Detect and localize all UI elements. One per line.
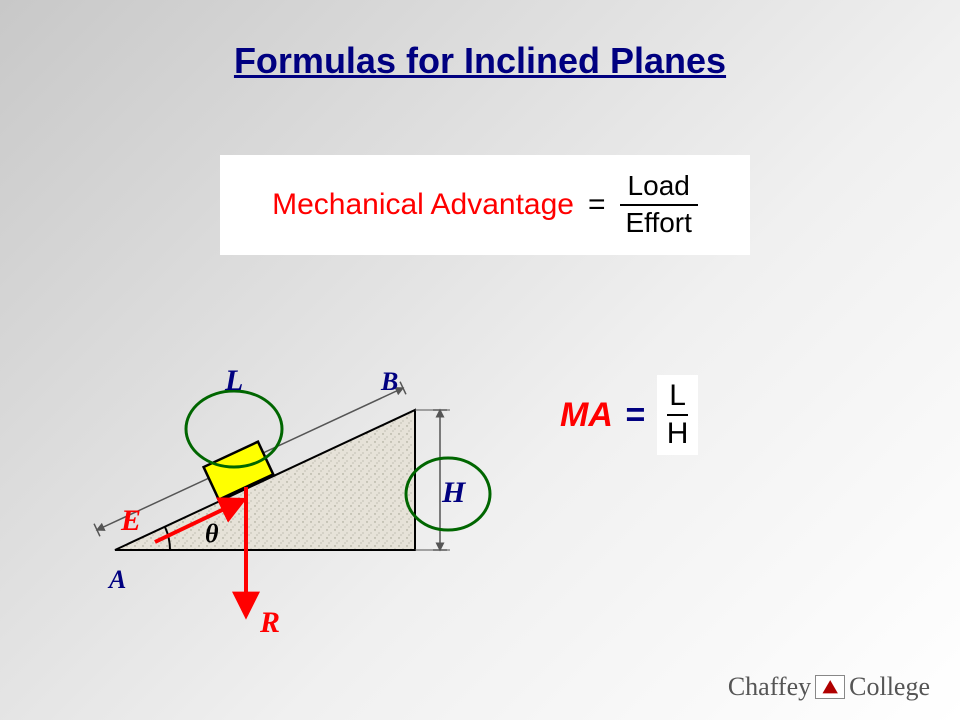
formula-ma-lh: MA = L H xyxy=(560,375,698,455)
inclined-plane-diagram: L B H Eθ A R xyxy=(85,320,505,640)
svg-text:H: H xyxy=(441,476,467,509)
svg-text:E: E xyxy=(120,504,141,537)
equals-sign: = xyxy=(588,188,606,222)
mountain-icon: ⛰ xyxy=(815,675,845,699)
lh-fraction-box: L H xyxy=(657,375,699,455)
slide-title: Formulas for Inclined Planes xyxy=(0,40,960,82)
chaffey-college-logo: Chaffey ⛰ College xyxy=(728,672,930,702)
lh-bar xyxy=(667,414,689,416)
fraction-numerator: Load xyxy=(622,171,696,202)
ma2-equals: = xyxy=(625,396,645,435)
svg-text:θ: θ xyxy=(205,519,219,548)
fraction-denominator: Effort xyxy=(620,208,698,239)
ma2-label: MA xyxy=(560,396,613,435)
logo-text-2: College xyxy=(849,672,930,702)
title-text: Formulas for Inclined Planes xyxy=(234,40,726,81)
formula-mechanical-advantage: Mechanical Advantage = Load Effort xyxy=(220,155,750,255)
svg-text:L: L xyxy=(224,364,243,397)
load-over-effort-fraction: Load Effort xyxy=(620,171,698,239)
ma-label: Mechanical Advantage xyxy=(272,188,574,222)
lh-denominator: H xyxy=(667,417,689,451)
svg-text:B: B xyxy=(380,367,398,396)
svg-text:A: A xyxy=(107,565,126,594)
lh-numerator: L xyxy=(669,379,686,413)
logo-text-1: Chaffey xyxy=(728,672,811,702)
diagram-svg: L B H Eθ A R xyxy=(85,320,505,640)
svg-text:R: R xyxy=(259,606,280,639)
fraction-bar xyxy=(620,204,698,206)
lh-fraction: L H xyxy=(667,379,689,451)
